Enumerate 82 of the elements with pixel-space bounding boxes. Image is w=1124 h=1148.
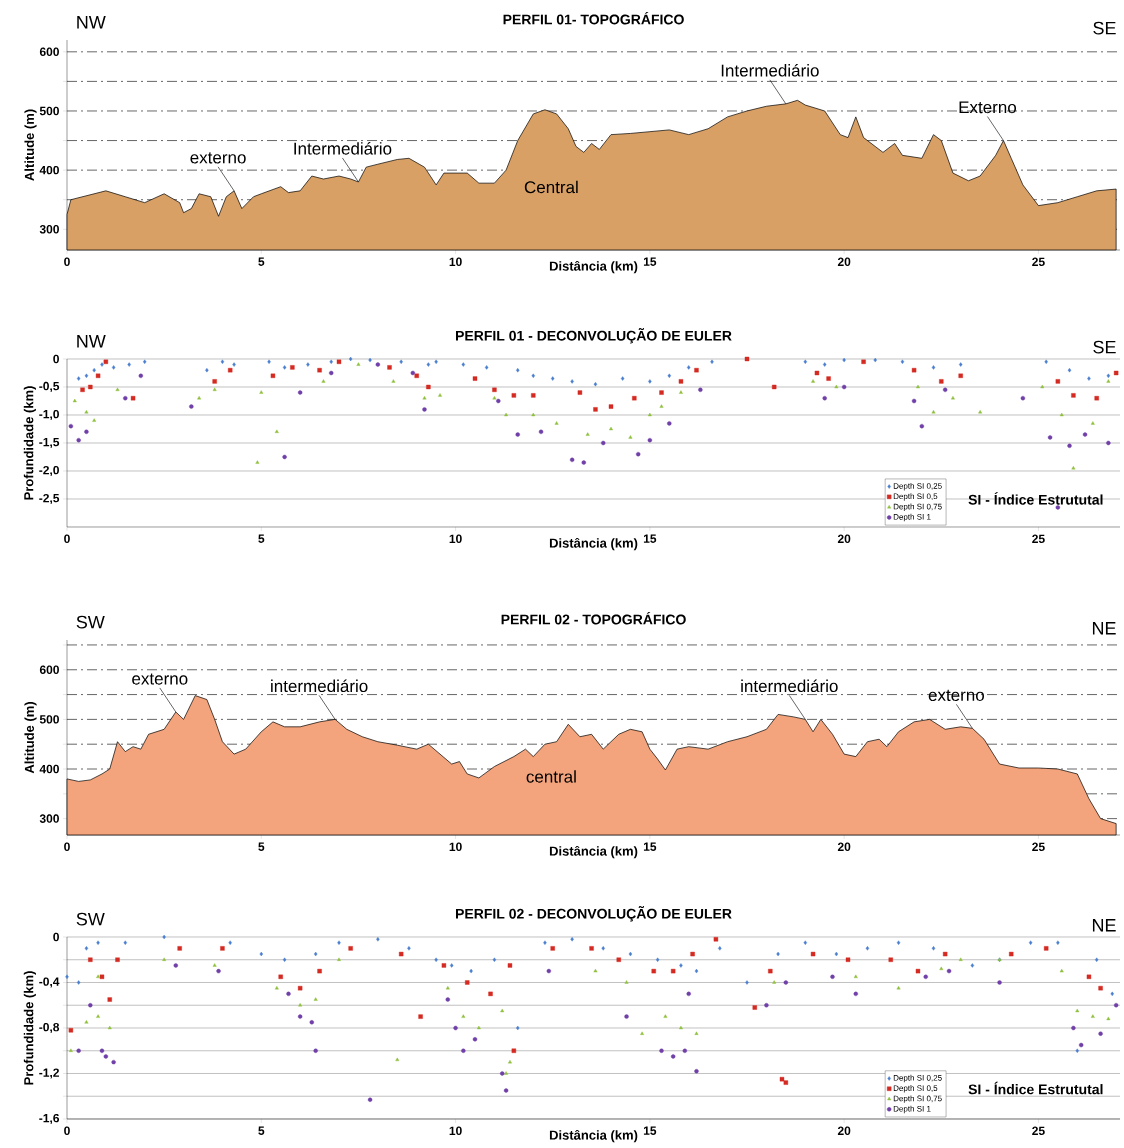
annotation: SI - Índice Estrututal	[968, 1081, 1103, 1095]
y-axis-title: Altitude (m)	[24, 702, 37, 774]
x-tick-label: 5	[258, 1126, 265, 1135]
y-tick-label: -1,5	[39, 437, 60, 449]
text: NE	[1092, 622, 1116, 635]
legend-label: Depth SI 0,5	[893, 493, 938, 501]
y-tick-label: 300	[39, 814, 59, 823]
y-axis-title: Altitude (m)	[24, 109, 37, 181]
text: SE	[1093, 21, 1116, 35]
text: SE	[1093, 340, 1116, 354]
x-tick-label: 10	[449, 257, 462, 267]
text: NE	[1092, 919, 1116, 932]
x-tick-label: 0	[64, 257, 70, 267]
x-tick-label: 20	[837, 534, 851, 544]
y-axis-title: Profundidade (km)	[23, 971, 36, 1085]
x-tick-label: 10	[449, 842, 462, 852]
x-tick-label: 25	[1032, 534, 1045, 544]
x-tick-label: 15	[643, 257, 657, 266]
y-tick-label: 600	[39, 47, 59, 57]
annotation: Intermediário	[721, 63, 819, 77]
x-tick-label: 5	[258, 257, 265, 266]
x-axis-title: Distância (km)	[549, 537, 638, 551]
annotation: central	[526, 770, 576, 783]
x-tick-label: 25	[1032, 257, 1045, 267]
y-tick-label: -0,8	[39, 1022, 60, 1034]
x-tick-label: 0	[64, 1126, 70, 1136]
x-tick-label: 15	[643, 534, 657, 543]
x-tick-label: 0	[64, 534, 70, 544]
y-tick-label: 0	[53, 932, 59, 942]
y-tick-label: 500	[39, 106, 59, 116]
annotation: Central	[524, 180, 578, 194]
x-axis-title: Distância (km)	[549, 260, 638, 274]
y-tick-label: -2,0	[39, 465, 59, 477]
x-tick-label: 20	[837, 257, 851, 267]
x-tick-label: 0	[64, 842, 70, 852]
y-tick-label: -2,5	[39, 493, 60, 505]
chart-title: PERFIL 01- TOPOGRÁFICO	[503, 11, 684, 25]
y-tick-label: 400	[39, 764, 59, 774]
legend-label: Depth SI 0,25	[893, 1074, 942, 1083]
y-tick-label: 600	[39, 665, 59, 675]
text: NW	[77, 16, 106, 29]
y-tick-label: 400	[39, 165, 59, 175]
legend-label: Depth SI 1	[893, 513, 931, 522]
annotation: Intermediário	[294, 141, 392, 155]
x-tick-label: 20	[837, 842, 851, 852]
annotation: intermediário	[741, 679, 838, 693]
x-tick-label: 5	[258, 842, 265, 851]
y-tick-label: -1,6	[39, 1113, 60, 1125]
x-tick-label: 10	[449, 1126, 462, 1136]
legend-label: Depth SI 1	[893, 1105, 931, 1114]
y-tick-label: 500	[39, 715, 59, 724]
x-tick-label: 5	[258, 534, 265, 543]
x-tick-label: 15	[643, 1126, 657, 1135]
chart-title: PERFIL 02 - TOPOGRÁFICO	[501, 611, 686, 625]
y-tick-label: 300	[39, 225, 59, 234]
x-tick-label: 25	[1032, 842, 1045, 852]
annotation: SI - Índice Estrututal	[968, 492, 1103, 505]
y-tick-label: -0,5	[39, 381, 60, 393]
x-tick-label: 25	[1032, 1126, 1045, 1136]
text: SW	[76, 912, 105, 926]
text: NW	[77, 335, 106, 348]
x-axis-title: Distância (km)	[549, 845, 638, 859]
legend-label: Depth SI 0,75	[893, 503, 942, 511]
y-tick-label: -1,0	[39, 409, 59, 421]
legend-label: Depth SI 0,75	[893, 1095, 942, 1103]
y-tick-label: -1,2	[39, 1068, 59, 1079]
legend-label: Depth SI 0,5	[893, 1085, 938, 1093]
x-tick-label: 10	[449, 534, 462, 544]
annotation: intermediário	[271, 679, 368, 693]
legend-label: Depth SI 0,25	[893, 482, 942, 491]
text: SW	[76, 615, 105, 629]
x-tick-label: 20	[837, 1126, 851, 1136]
y-tick-label: 0	[53, 354, 59, 364]
x-axis-title: Distância (km)	[549, 1129, 638, 1143]
chart-title: PERFIL 01 - DECONVOLUÇÃO DE EULER	[455, 328, 732, 344]
x-tick-label: 15	[643, 842, 657, 851]
annotation: Externo	[959, 101, 1017, 114]
chart-title: PERFIL 02 - DECONVOLUÇÃO DE EULER	[455, 906, 732, 922]
annotation: externo	[132, 673, 188, 685]
y-axis-title: Profundidade (km)	[23, 386, 36, 500]
y-tick-label: -0,4	[39, 977, 60, 988]
annotation: externo	[190, 152, 246, 164]
